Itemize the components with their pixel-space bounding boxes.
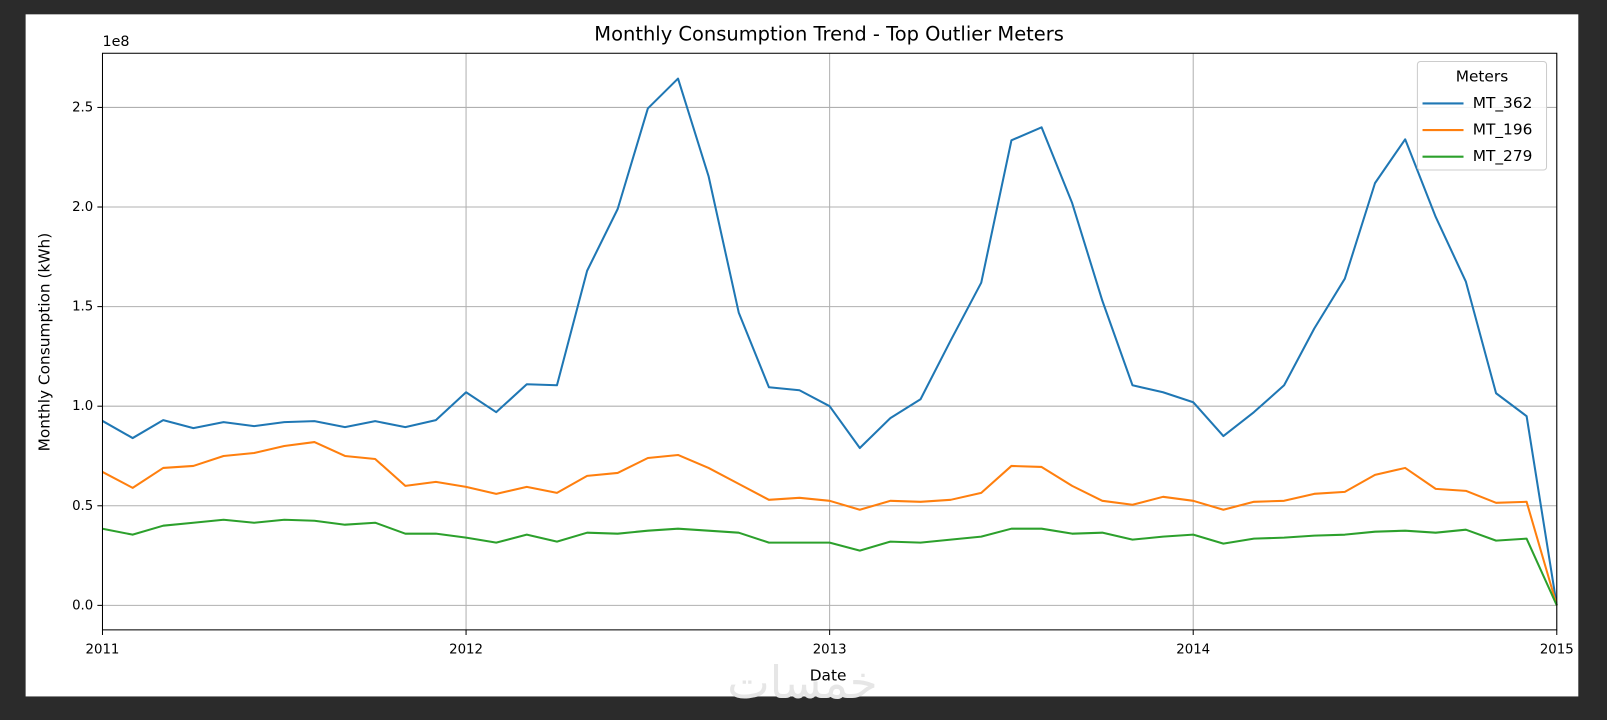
y-tick-label: 1.5: [72, 300, 93, 315]
x-axis-label: Date: [810, 666, 847, 684]
x-tick-label: 2015: [1540, 642, 1574, 657]
y-axis-label: Monthly Consumption (kWh): [36, 233, 54, 452]
y-tick-label: 0.5: [72, 499, 93, 514]
plot-frame: [101, 52, 1558, 631]
series-line: [102, 441, 1558, 606]
x-tick-label: 2012: [449, 642, 483, 657]
series-line: [101, 77, 1558, 606]
y-tick-label: 2.5: [72, 100, 93, 115]
legend-label: MT_279: [1473, 147, 1533, 166]
x-tick-label: 2013: [813, 642, 847, 657]
y-tick-label: 0.0: [72, 598, 93, 613]
figure-background: [25, 14, 1579, 697]
y-tick-label: 1.0: [72, 399, 93, 414]
x-tick-label: 2011: [86, 642, 120, 657]
x-tick-label: 2014: [1176, 642, 1210, 657]
y-tick-label: 2.0: [72, 200, 93, 215]
legend-box: [1416, 60, 1548, 171]
watermark: خمسات: [727, 656, 877, 709]
series-line: [102, 518, 1558, 606]
legend-label: MT_196: [1473, 121, 1533, 140]
y-offset-label: 1e8: [102, 34, 129, 50]
chart-title: Monthly Consumption Trend - Top Outlier …: [594, 22, 1064, 45]
legend-label: MT_362: [1473, 94, 1533, 113]
legend-title: Meters: [1456, 67, 1509, 85]
